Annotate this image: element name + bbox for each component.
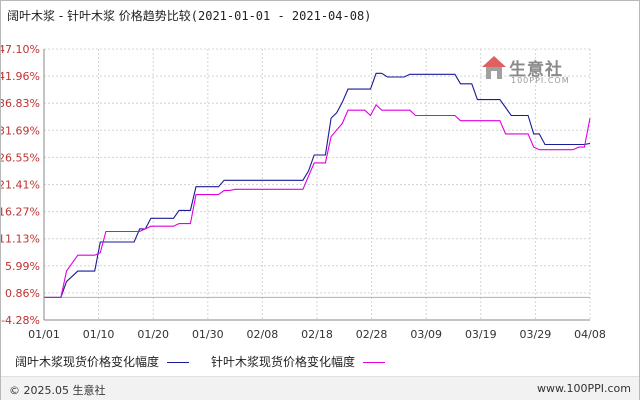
legend-swatch-series-1 — [167, 362, 190, 363]
x-tick-label: 03/19 — [465, 328, 497, 341]
legend-swatch-series-2 — [363, 362, 386, 363]
footer-copyright: © 2025.05 生意社 — [9, 384, 106, 397]
y-tick-label: -4.28% — [1, 314, 40, 327]
y-tick-label: 5.99% — [5, 260, 40, 273]
series-line-2 — [44, 104, 591, 298]
series-line-1 — [44, 72, 591, 298]
footer-site-link[interactable]: www.100PPI.com — [537, 382, 631, 395]
legend-label-series-2: 针叶木浆现货价格变化幅度 — [211, 355, 356, 369]
x-tick-label: 02/18 — [301, 328, 333, 341]
y-tick-label: 36.83% — [1, 97, 40, 110]
brand-logo: 生意社 100PPI.COM — [479, 51, 575, 91]
chart-title: 阔叶木浆 - 针叶木浆 价格趋势比较(2021-01-01 - 2021-04-… — [7, 7, 371, 24]
y-tick-label: 31.69% — [1, 124, 40, 137]
x-tick-label: 03/09 — [410, 328, 442, 341]
x-tick-label: 03/29 — [520, 328, 552, 341]
x-tick-label: 04/08 — [574, 328, 606, 341]
footer-bar: © 2025.05 生意社 www.100PPI.com — [1, 376, 639, 400]
y-tick-label: 21.41% — [1, 179, 40, 192]
price-trend-chart: -4.28% 0.86% 5.99% 11.13% 16.27% 21.41% 26.55%… — [1, 43, 606, 341]
chart-legend: 阔叶木浆现货价格变化幅度 针叶木浆现货价格变化幅度 — [15, 353, 407, 370]
x-tick-label: 01/10 — [83, 328, 115, 341]
x-tick-label: 01/30 — [192, 328, 224, 341]
x-tick-label: 01/01 — [28, 328, 60, 341]
y-tick-label: 11.13% — [1, 233, 40, 246]
y-tick-label: 47.10% — [1, 43, 40, 56]
x-tick-label: 02/08 — [247, 328, 279, 341]
house-icon — [482, 56, 506, 79]
x-tick-label: 01/20 — [137, 328, 169, 341]
legend-label-series-1: 阔叶木浆现货价格变化幅度 — [15, 355, 160, 369]
y-tick-label: 16.27% — [1, 206, 40, 219]
title-date-range: (2021-01-01 - 2021-04-08) — [190, 9, 372, 23]
x-tick-label: 02/28 — [356, 328, 388, 341]
logo-url: 100PPI.COM — [511, 76, 570, 85]
title-main: 阔叶木浆 - 针叶木浆 价格趋势比较 — [7, 9, 191, 23]
y-tick-label: 41.96% — [1, 70, 40, 83]
y-tick-label: 26.55% — [1, 151, 40, 164]
y-tick-label: 0.86% — [5, 287, 40, 300]
logo-name: 生意社 — [509, 60, 563, 80]
